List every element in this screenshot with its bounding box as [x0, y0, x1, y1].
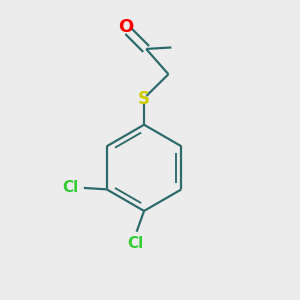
Text: S: S [138, 91, 150, 109]
Text: O: O [118, 18, 134, 36]
Text: Cl: Cl [62, 180, 79, 195]
Text: Cl: Cl [127, 236, 143, 251]
